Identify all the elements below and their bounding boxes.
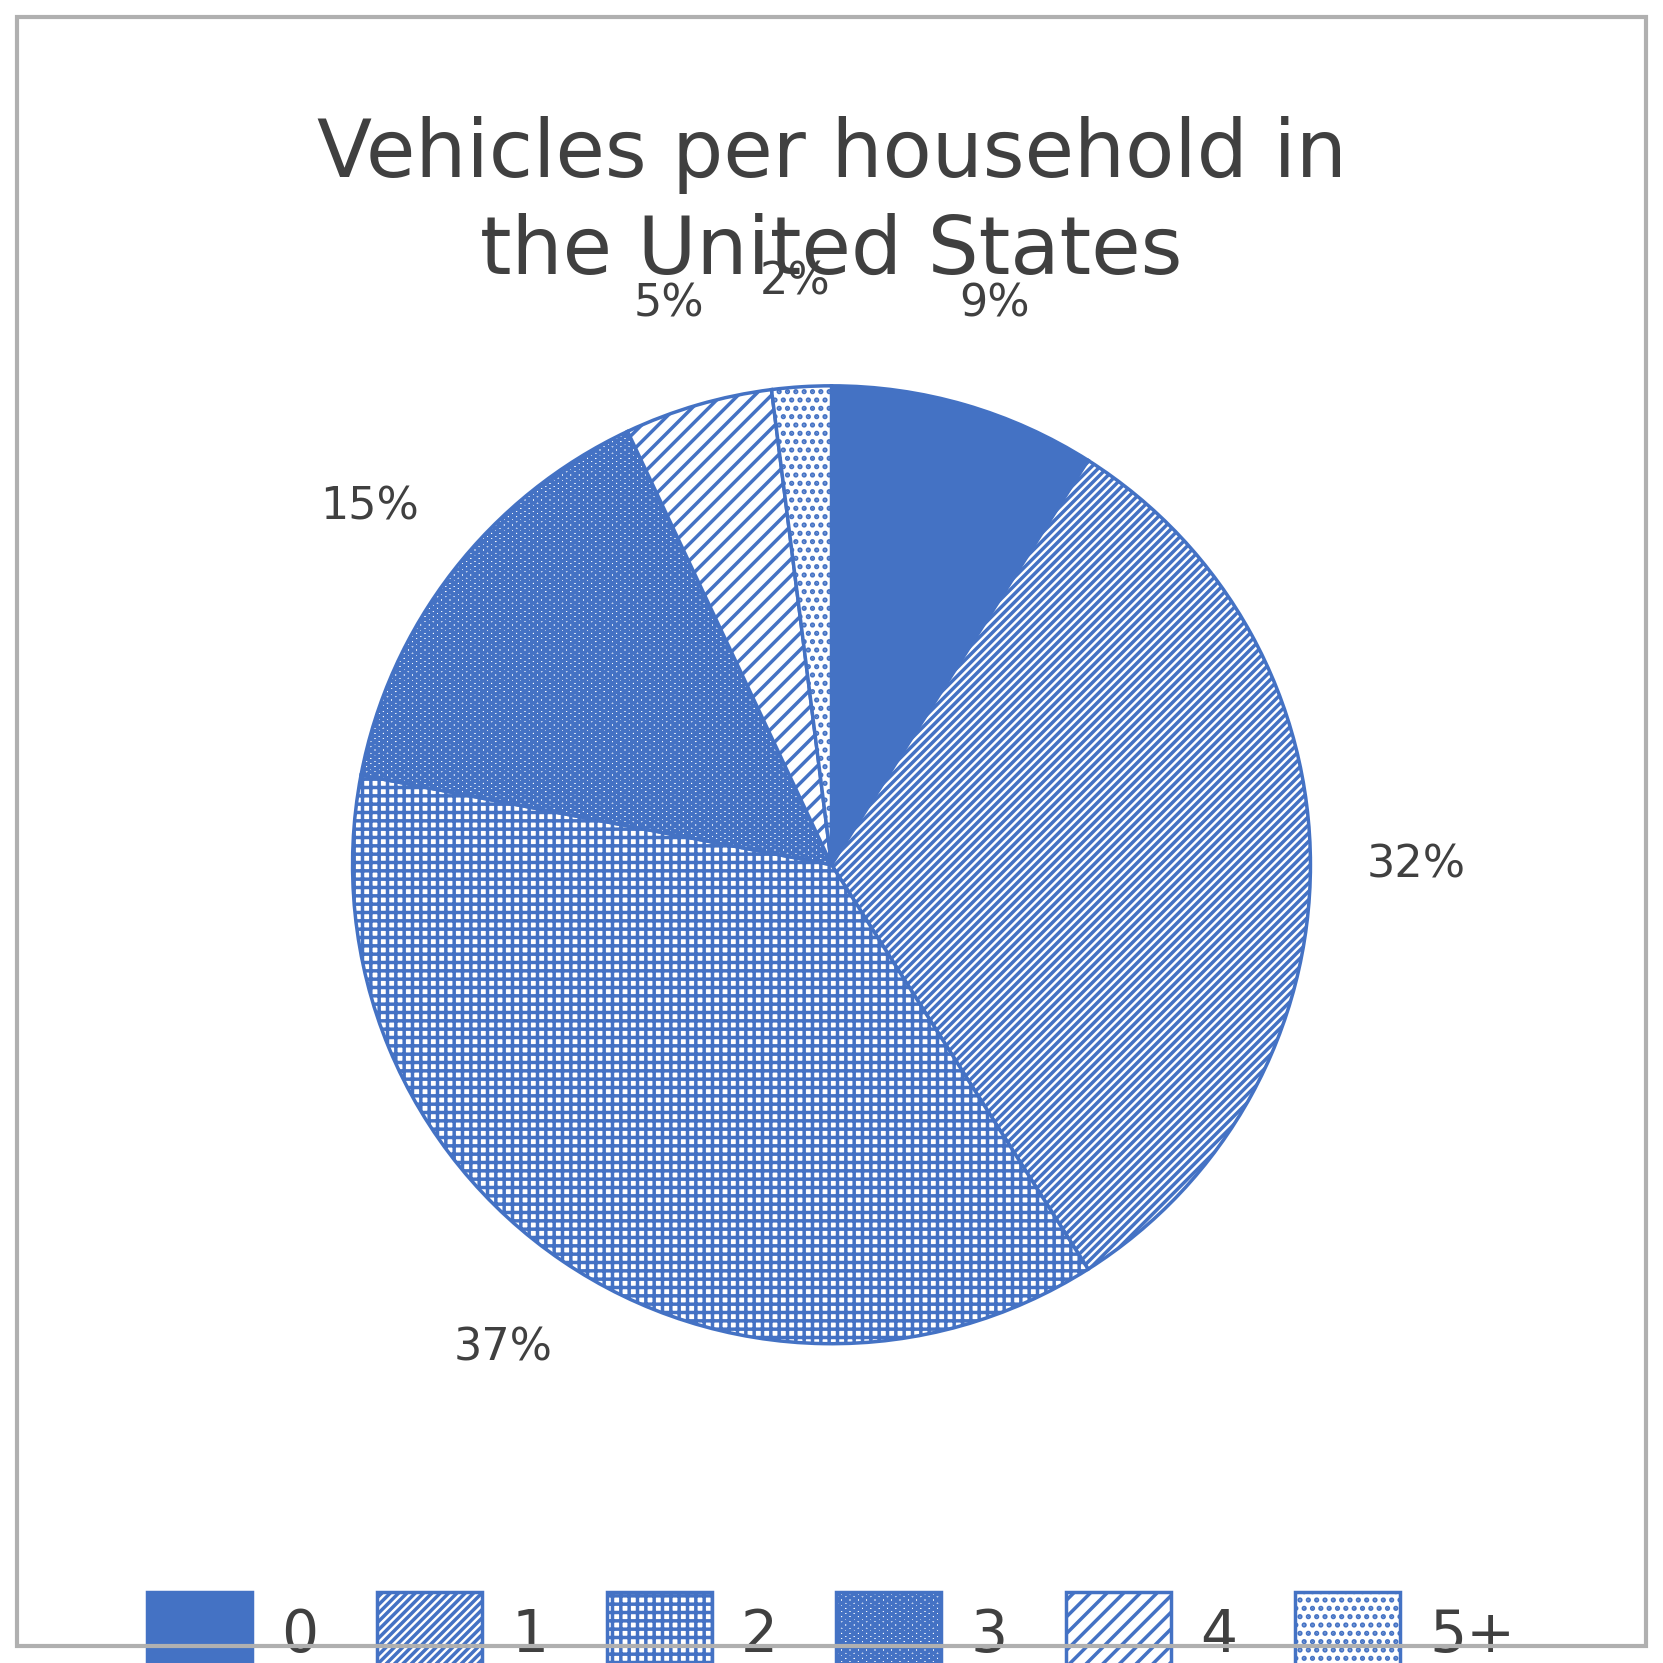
- Text: 32%: 32%: [1367, 843, 1465, 886]
- Text: 2%: 2%: [760, 259, 830, 303]
- Wedge shape: [832, 386, 1088, 865]
- Legend: 0, 1, 2, 3, 4, 5+: 0, 1, 2, 3, 4, 5+: [125, 1568, 1538, 1663]
- Wedge shape: [832, 461, 1310, 1269]
- Wedge shape: [353, 775, 1088, 1344]
- Wedge shape: [361, 431, 832, 865]
- Text: 5%: 5%: [634, 283, 703, 326]
- Wedge shape: [627, 389, 832, 865]
- Wedge shape: [772, 386, 832, 865]
- Text: 37%: 37%: [454, 1327, 552, 1370]
- Text: Vehicles per household in
the United States: Vehicles per household in the United Sta…: [316, 116, 1347, 291]
- Text: 15%: 15%: [321, 486, 419, 529]
- Text: 9%: 9%: [960, 283, 1029, 326]
